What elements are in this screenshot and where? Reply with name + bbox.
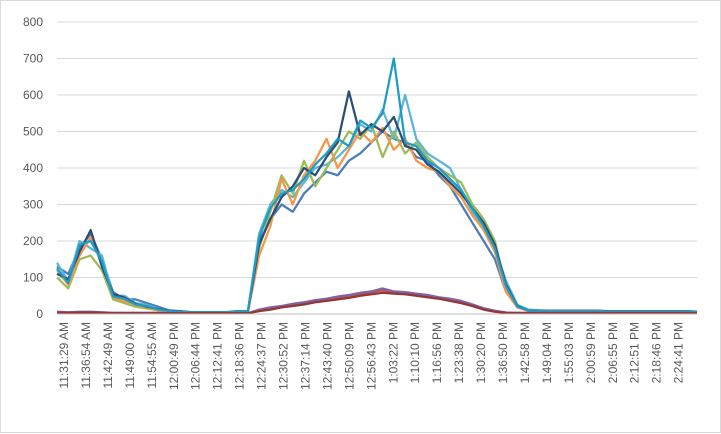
x-tick-label: 12:12:41 PM	[211, 322, 225, 390]
y-tick-label: 800	[23, 15, 43, 29]
x-tick-label: 1:03:22 PM	[386, 322, 400, 383]
y-tick-label: 0	[36, 307, 43, 321]
x-tick-label: 2:24:41 PM	[672, 322, 686, 383]
x-tick-label: 2:12:51 PM	[628, 322, 642, 383]
x-tick-label: 1:16:56 PM	[430, 322, 444, 383]
x-axis-tick-labels: 11:31:29 AM 11:36:54 AM 11:42:49 AM 11:49:0…	[57, 322, 686, 390]
x-tick-label: 12:06:44 PM	[189, 322, 203, 390]
x-tick-label: 12:56:43 PM	[364, 322, 378, 390]
y-tick-label: 100	[23, 271, 43, 285]
x-tick-label: 1:42:58 PM	[518, 322, 532, 383]
gridlines	[57, 21, 697, 278]
x-tick-label: 12:50:09 PM	[342, 322, 356, 390]
series-line-6	[56, 57, 698, 314]
x-tick-label: 12:43:40 PM	[320, 322, 334, 390]
series-line-1	[56, 130, 698, 314]
y-tick-label: 500	[23, 125, 43, 139]
x-tick-label: 12:00:49 PM	[167, 322, 181, 390]
y-tick-label: 600	[23, 88, 43, 102]
series-line-9	[56, 291, 697, 315]
x-tick-label: 1:30:20 PM	[474, 322, 488, 383]
x-tick-label: 11:42:49 AM	[101, 322, 115, 389]
x-tick-label: 11:49:00 AM	[123, 322, 137, 389]
x-tick-label: 1:55:03 PM	[562, 322, 576, 383]
x-tick-label: 2:06:55 PM	[606, 322, 620, 383]
x-tick-label: 12:30:52 PM	[277, 322, 291, 390]
x-tick-label: 1:23:38 PM	[452, 322, 466, 383]
x-tick-label: 12:18:36 PM	[233, 322, 247, 390]
series-line-3	[56, 123, 698, 314]
x-tick-label: 1:49:04 PM	[540, 322, 554, 383]
series-line-4	[56, 126, 698, 314]
y-axis-tick-labels: 0 100 200 300 400 500 600 700 800	[23, 15, 43, 321]
x-tick-label: 11:31:29 AM	[57, 322, 71, 389]
x-tick-label: 11:36:54 AM	[79, 322, 93, 389]
x-tick-label: 1:36:50 PM	[496, 322, 510, 383]
y-tick-label: 200	[23, 234, 43, 248]
y-tick-label: 700	[23, 52, 43, 66]
y-tick-label: 400	[23, 161, 43, 175]
x-tick-label: 12:24:37 PM	[255, 322, 269, 390]
x-tick-label: 11:54:55 AM	[145, 322, 159, 389]
x-tick-label: 2:00:59 PM	[584, 322, 598, 383]
y-tick-label: 300	[23, 198, 43, 212]
series-line-5	[56, 90, 698, 314]
series-lines	[56, 57, 698, 315]
x-tick-label: 1:10:10 PM	[408, 322, 422, 383]
x-tick-label: 12:37:14 PM	[298, 322, 312, 390]
x-tick-label: 2:18:46 PM	[650, 322, 664, 383]
